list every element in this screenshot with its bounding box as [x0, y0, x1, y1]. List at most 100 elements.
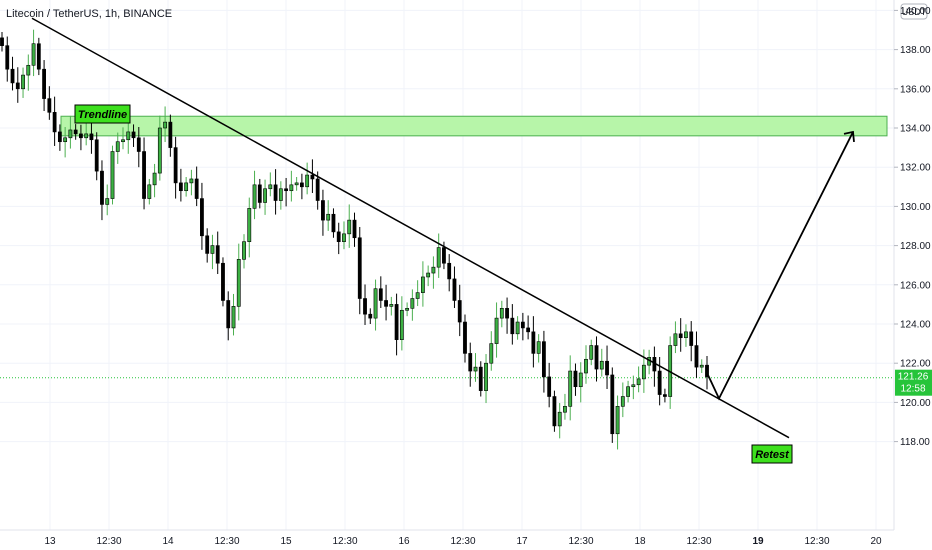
currency-button[interactable]: USDT	[900, 3, 928, 20]
candle	[194, 166, 199, 207]
price-axis[interactable]: USDT 142.00140.00138.00136.00134.00132.0…	[893, 0, 932, 530]
candle	[200, 182, 204, 250]
time-tick-day: 15	[280, 536, 292, 547]
candle-body	[442, 247, 446, 264]
candle-body	[26, 64, 31, 76]
candle	[84, 121, 89, 146]
candle-body	[142, 151, 146, 199]
candle	[205, 228, 210, 263]
candle	[42, 60, 46, 112]
candle-body	[305, 174, 310, 188]
candle-body	[520, 321, 525, 329]
candle-body	[226, 300, 231, 329]
candle-body	[336, 231, 341, 242]
candle-body	[273, 184, 278, 201]
candle-body	[389, 304, 394, 307]
time-tick-day: 19	[752, 536, 764, 547]
candle-body	[384, 300, 388, 307]
price-axis-background	[894, 0, 932, 530]
candle	[578, 362, 583, 403]
candle-body	[315, 178, 320, 201]
candle-body	[136, 137, 141, 152]
candle	[299, 173, 304, 200]
candle-body	[189, 178, 194, 184]
candle	[73, 124, 78, 140]
candle	[531, 316, 536, 368]
trendline-label[interactable]: Trendline	[74, 104, 131, 124]
candle	[594, 336, 599, 382]
candle	[584, 345, 588, 384]
candle-body	[605, 360, 609, 376]
candle	[178, 168, 183, 202]
candle	[557, 403, 562, 439]
candle	[142, 137, 146, 210]
arrowhead-icon	[843, 130, 855, 143]
candle	[215, 231, 220, 275]
candle-body	[252, 184, 257, 209]
candle	[526, 315, 531, 340]
candle-body	[515, 321, 520, 335]
candle	[431, 256, 436, 289]
candle-body	[699, 364, 704, 368]
candle	[189, 169, 194, 196]
candle	[552, 390, 557, 432]
trendline[interactable]	[31, 17, 790, 439]
candle-body	[294, 182, 299, 186]
candle-body	[573, 370, 578, 388]
candle-body	[121, 139, 125, 143]
time-tick-label: 12:30	[214, 536, 239, 547]
candle	[499, 300, 504, 328]
candle-body	[626, 386, 630, 397]
candle-body	[399, 309, 404, 340]
candle	[21, 67, 25, 98]
candle-body	[547, 376, 552, 397]
candle	[426, 265, 431, 287]
candle-body	[299, 182, 304, 188]
candle	[105, 184, 110, 216]
trendline-label-box	[74, 104, 131, 124]
retest-label[interactable]: Retest	[751, 444, 793, 464]
resistance-zone[interactable]	[60, 115, 888, 137]
retest-label-box	[751, 444, 793, 464]
projection-arrow[interactable]	[707, 131, 854, 401]
candle	[257, 178, 262, 209]
candle	[284, 177, 289, 207]
candle	[236, 243, 241, 321]
candle-body	[489, 343, 494, 364]
candle-body	[420, 276, 425, 293]
candle	[147, 178, 152, 205]
candle-body	[68, 129, 73, 139]
currency-button-box	[900, 3, 928, 20]
candle	[689, 321, 694, 362]
candle	[326, 200, 331, 231]
candle-body	[694, 345, 699, 368]
candle-body	[15, 82, 20, 90]
candle-body	[526, 327, 531, 333]
candle	[573, 363, 578, 396]
candle-body	[73, 129, 78, 135]
candle-body	[499, 308, 504, 319]
candle-body	[84, 133, 89, 139]
candle-body	[578, 372, 583, 388]
candle	[15, 67, 20, 103]
candle	[115, 132, 120, 164]
candle-body	[247, 208, 252, 242]
time-tick-label: 12:30	[568, 536, 593, 547]
candle-body	[431, 266, 436, 274]
candle-body	[173, 147, 178, 184]
candle	[626, 380, 630, 403]
candle	[331, 208, 336, 238]
candle-body	[215, 245, 220, 264]
candle	[378, 276, 383, 308]
candle-body	[178, 182, 183, 192]
candle	[473, 353, 478, 382]
time-axis[interactable]: 13 12:30 14 12:30 15 12:30 16 12:30 17 12:30 18 12:…	[0, 529, 932, 550]
candle-body	[342, 233, 346, 242]
candle-body	[468, 353, 473, 372]
candle-body	[447, 262, 452, 280]
candle	[131, 124, 136, 147]
candle	[268, 172, 273, 197]
chart-grid	[0, 0, 894, 530]
candle-body	[636, 378, 641, 386]
